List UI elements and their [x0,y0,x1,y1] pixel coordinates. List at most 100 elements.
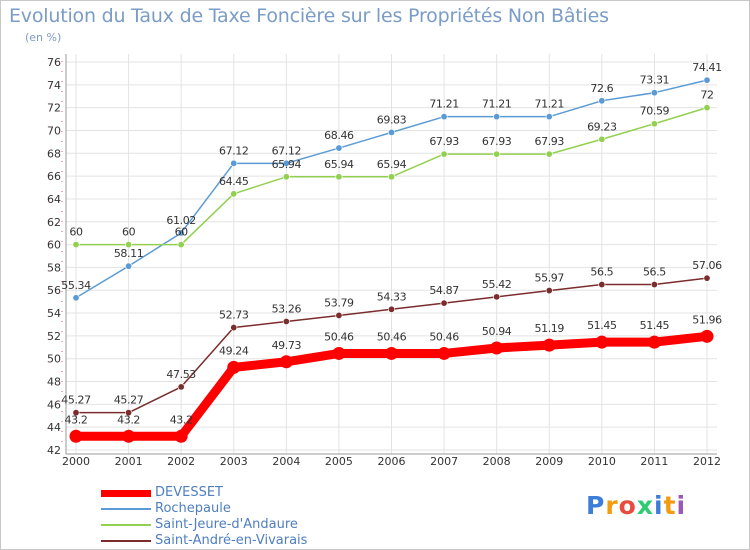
data-label: 64.45 [219,175,249,188]
y-tick-label: 44 [47,421,61,434]
data-point [69,429,83,443]
data-point [125,409,133,417]
data-label: 45.27 [114,394,144,407]
data-label: 50.46 [429,330,459,343]
x-tick-label: 2000 [62,455,90,468]
series-layer [69,76,714,443]
data-label: 72 [700,89,713,102]
data-point [493,113,501,121]
data-label: 71.21 [535,98,565,111]
x-tick-label: 2009 [535,455,563,468]
legend-swatch [101,524,151,526]
y-tick-label: 68 [47,147,61,160]
y-tick-label: 52 [47,330,61,343]
y-tick-label: 60 [47,239,61,252]
data-label: 71.21 [482,98,512,111]
data-label: 43.2 [65,413,88,426]
chart-title: Evolution du Taux de Taxe Foncière sur l… [9,5,609,27]
x-tick-label: 2005 [325,455,353,468]
legend-label: Saint-André-en-Vivarais [155,533,308,548]
data-point [490,341,504,355]
data-label: 74.41 [692,61,722,74]
data-point [174,429,188,443]
data-label: 69.83 [377,113,407,126]
y-tick-label: 46 [47,398,61,411]
y-tick-label: 62 [47,216,61,229]
x-tick-label: 2004 [272,455,300,468]
data-label: 50.46 [324,330,354,343]
data-point [177,229,185,237]
logo-letter: i [654,491,664,520]
logo-letter: i [676,491,687,520]
data-point [440,113,448,121]
data-point [125,262,133,270]
data-label: 54.33 [377,290,407,303]
data-point [72,241,80,249]
data-label: 73.31 [640,74,670,87]
data-label: 57.06 [692,259,722,272]
data-point [703,274,711,282]
data-label: 65.94 [377,158,407,171]
data-point [177,241,185,249]
x-tick-label: 2008 [483,455,511,468]
data-label: 67.93 [535,135,565,148]
data-point [437,346,451,360]
x-tick-label: 2003 [220,455,248,468]
data-label: 51.45 [640,319,670,332]
x-tick-label: 2012 [693,455,721,468]
data-point [650,120,658,128]
data-label: 67.93 [482,135,512,148]
data-point [440,299,448,307]
axis-layer: 42 44 46 48 50 52 54 56 58 60 62 64 66 68 70 72 74 76 2000… [47,54,721,468]
data-point [387,128,395,136]
logo-letter: r [605,491,619,520]
data-label: 47.53 [166,368,196,381]
data-point [385,346,398,360]
data-label: 54.87 [429,284,459,297]
x-tick-label: 2011 [640,455,668,468]
data-point [335,311,343,319]
data-label: 51.45 [587,319,617,332]
data-label: 55.34 [61,279,91,292]
data-label: 65.94 [272,158,302,171]
data-point [230,324,238,332]
y-tick-label: 58 [47,261,61,274]
data-label: 50.46 [377,330,407,343]
legend-swatch [101,508,151,510]
data-point [542,338,556,352]
y-tick-label: 70 [47,124,61,137]
data-point [227,360,241,374]
data-point [335,173,343,181]
data-point [279,355,293,369]
data-point [545,287,553,295]
data-point [703,104,711,112]
logo-letter: o [618,491,637,520]
logo-letter: x [636,491,654,520]
logo-letter: P [586,491,606,520]
data-point [387,305,395,313]
y-tick-label: 64 [47,193,61,206]
data-label: 70.59 [640,105,670,118]
data-point [230,190,238,198]
data-label: 60 [175,226,189,239]
data-label: 51.19 [535,322,565,335]
data-label: 53.26 [272,303,302,316]
data-point [545,150,553,158]
data-point [440,150,448,158]
data-point [650,281,658,289]
data-label: 58.11 [114,247,144,260]
data-label: 71.21 [429,98,459,111]
data-point [595,335,609,349]
data-label: 55.42 [482,278,512,291]
x-tick-label: 2002 [167,455,195,468]
data-label: 55.97 [535,272,565,285]
data-label: 43.2 [117,413,140,426]
data-point [125,241,133,249]
data-label: 45.27 [61,394,91,407]
x-tick-label: 2006 [378,455,406,468]
data-label: 51.96 [692,313,722,326]
data-point [332,346,346,360]
data-point [598,97,606,105]
